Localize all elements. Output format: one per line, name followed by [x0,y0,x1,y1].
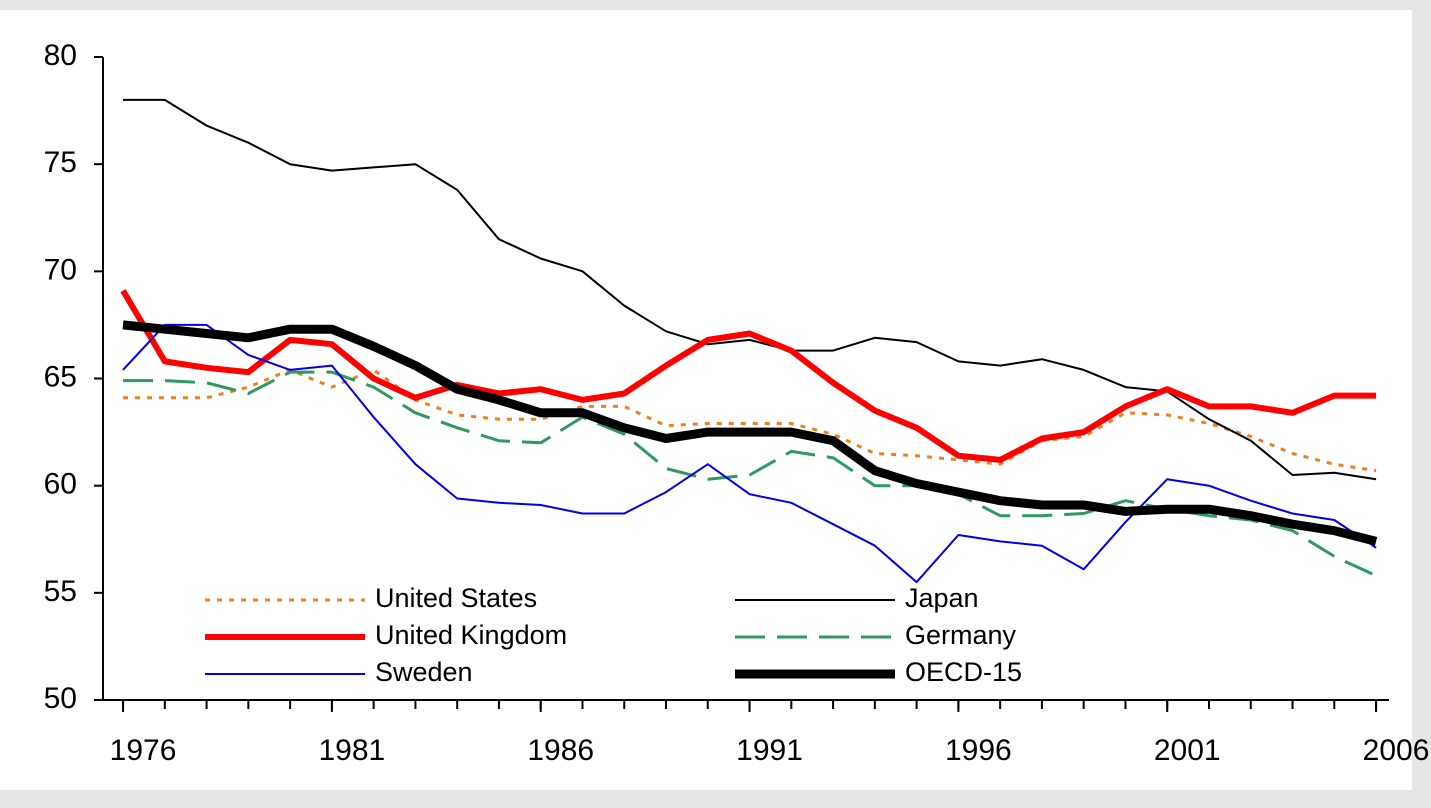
legend-label: Japan [905,583,979,613]
series-line [122,320,1378,546]
legend-label: Sweden [375,657,473,687]
y-tick-label: 70 [44,253,77,286]
y-tick-label: 50 [44,682,77,715]
y-tick-label: 60 [44,468,77,501]
legend-label: OECD-15 [905,657,1022,687]
x-tick-label: 1991 [736,734,803,767]
x-tick-label: 1986 [527,734,594,767]
y-tick-label: 75 [44,146,77,179]
legend-label: United States [375,583,537,613]
y-tick-label: 80 [44,39,77,72]
legend-label: Germany [905,620,1017,650]
x-tick-label: 2006 [1363,734,1430,767]
x-tick-label: 2001 [1154,734,1221,767]
y-tick-label: 65 [44,360,77,393]
series-line [123,368,1377,473]
y-tick-label: 55 [44,575,77,608]
x-tick-label: 1981 [319,734,386,767]
series-line [120,289,1377,463]
x-tick-label: 1996 [945,734,1012,767]
x-tick-label: 1976 [110,734,177,767]
legend-label: United Kingdom [375,620,567,650]
series-line [122,323,1377,584]
plot-background [0,10,1412,790]
